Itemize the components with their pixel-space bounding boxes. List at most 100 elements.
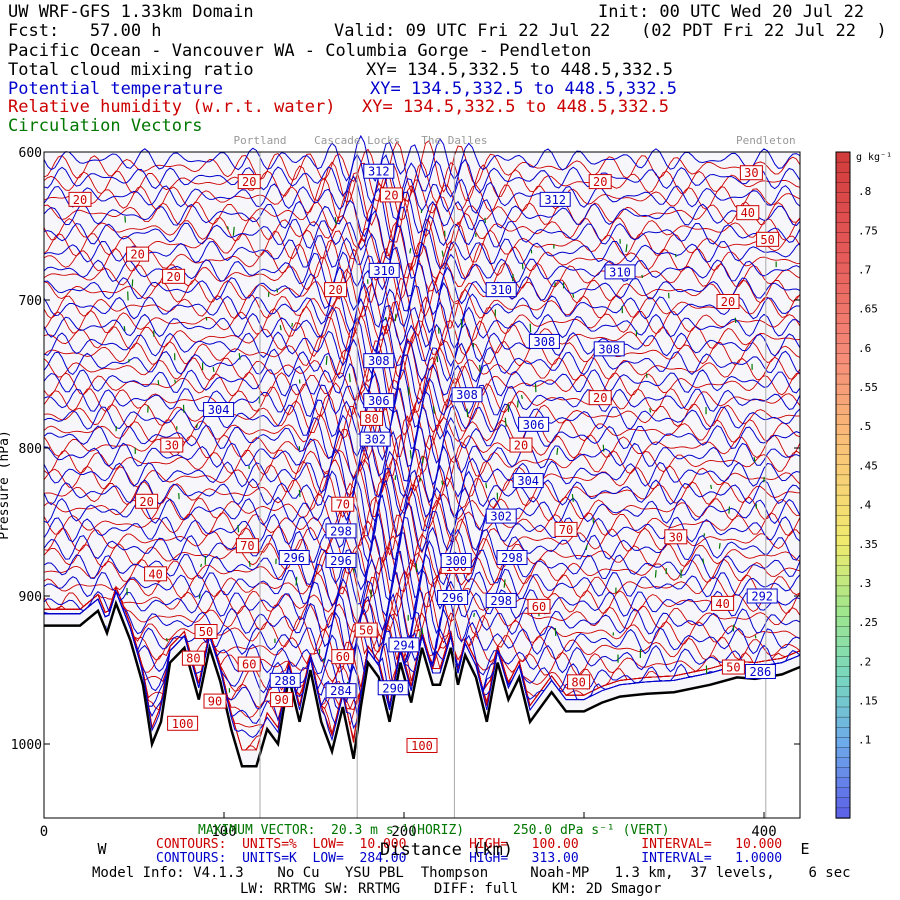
theta-contour-label-box [539,191,571,207]
theta-contour-label: 302 [490,510,512,524]
theta-contour-line [43,445,801,504]
theta-contour-label: 292 [751,590,773,604]
rh-contour-label-box [331,496,355,512]
rh-contour-label: 20 [328,283,342,297]
theta-contour-label-box [278,550,310,566]
theta-contour-label: 286 [750,665,772,679]
physics-info: LW: RRTMG SW: RRTMG DIFF: full KM: 2D Sm… [240,881,662,897]
colorbar-segment [835,363,851,375]
theta-contour-label: 308 [456,388,478,402]
rh-contour-label: 90 [208,695,222,709]
colorbar-segment [835,575,851,587]
circulation-vector [520,394,523,399]
colorbar-segment [835,383,851,395]
circulation-vector [421,627,424,635]
field-name-vectors: Circulation Vectors [8,116,203,136]
colorbar-segment [835,222,851,234]
rh-contour-line [43,260,801,323]
x-tick-label: 100 [211,824,236,840]
colorbar-segment [835,494,851,506]
circulation-vector [124,216,127,223]
rh-contour-label-box [237,656,261,672]
rh-contour-label: 20 [384,188,398,202]
rh-contour-label: 80 [571,675,585,689]
rh-contour-label: 30 [669,530,683,544]
rh-contour-label-box [567,674,591,690]
colorbar-segment [835,737,851,749]
colorbar-segment [835,182,851,194]
rh-contour-label-box [270,692,294,708]
colorbar-segment [835,565,851,577]
theta-contour-label: 300 [445,554,467,568]
colorbar-segment [835,242,851,254]
rh-contour-line [43,198,801,260]
rh-contour-line [43,454,801,501]
theta-contour-line [43,297,801,353]
x-axis-title: Distance (km) [380,840,514,860]
theta-contour-label-box [359,431,391,447]
circulation-vector [571,493,574,502]
field-name-cloud: Total cloud mixing ratio [8,60,254,80]
theta-contour-label: 296 [330,554,352,568]
rh-contour-label: 40 [741,206,755,220]
theta-contour-label-box [440,552,472,568]
rh-contour-label: 50 [359,624,373,638]
rh-contour-line [44,585,801,655]
theta-contour-label: 306 [368,394,390,408]
rh-contour-label-box [181,650,205,666]
theta-contour-line [43,388,801,450]
theta-contour-line [43,532,801,602]
rh-contour-label: 100 [411,739,433,753]
theta-contour-label: 296 [283,551,305,565]
colorbar-tick-label: .45 [858,459,878,472]
theta-contour-label-box [518,416,550,432]
colorbar-segment [835,293,851,305]
circulation-vector [322,658,325,662]
theta-contour-line [43,405,801,468]
colorbar-tick-label: .65 [858,303,878,316]
colorbar-segment [835,172,851,183]
rh-contour-label-box [664,529,688,545]
rh-contour-label: 50 [199,625,213,639]
rh-contour-label: 20 [593,175,607,189]
forecast-hour: Fcst: 57.00 h [8,21,162,41]
colorbar-segment [835,151,851,163]
rh-contour-line [43,543,801,598]
colorbar-segment [835,202,851,214]
rh-contour-line [43,325,801,383]
rh-contour-label-box [360,410,384,426]
rh-contour-label-box [135,493,159,509]
theta-contour-label: 284 [330,684,352,698]
rh-contour-label-box [379,187,403,203]
y-axis-title: Pressure (hPa) [0,430,12,540]
circulation-vector [226,226,229,230]
colorbar-tick-label: .8 [858,185,871,198]
rh-contour-line [43,533,801,577]
rh-contour-label-box [126,246,150,262]
theta-contour-label-box [485,508,517,524]
y-tick-label: 800 [19,442,42,457]
colorbar-segment [835,585,851,597]
theta-contour-label: 298 [490,594,512,608]
theta-contour-label: 304 [208,403,230,417]
valid-time: Valid: 09 UTC Fri 22 Jul 22 (02 PDT Fri … [334,21,887,41]
theta-contour-line [43,134,801,183]
theta-contour-line [43,225,801,279]
rh-contour-label: 40 [148,567,162,581]
colorbar-segment [835,404,851,416]
theta-contour-label-box [325,523,357,539]
colorbar-segment [835,706,851,718]
circulation-vector [504,417,507,427]
circulation-vector [460,318,463,328]
plot-frame [43,151,801,819]
circulation-vector [556,447,559,455]
rh-contour-line [43,494,801,556]
theta-contour-line [43,494,801,564]
y-tick-label: 600 [19,146,42,161]
colorbar-segment [835,394,851,405]
theta-contour-label-box [203,402,235,418]
rh-contour-line [43,391,801,440]
circulation-vector [674,253,677,258]
rh-contour-label: 100 [172,717,194,731]
rh-contour-label: 20 [593,391,607,405]
